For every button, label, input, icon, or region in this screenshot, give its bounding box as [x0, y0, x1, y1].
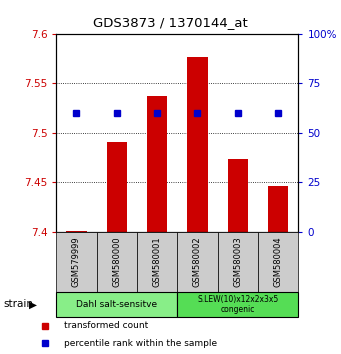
Text: Dahl salt-sensitve: Dahl salt-sensitve — [76, 300, 157, 309]
Bar — [258, 232, 298, 292]
Text: GSM580002: GSM580002 — [193, 236, 202, 287]
Bar — [188, 57, 208, 232]
Text: GSM579999: GSM579999 — [72, 236, 81, 287]
Text: GSM580003: GSM580003 — [233, 236, 242, 287]
Text: GSM580004: GSM580004 — [274, 236, 283, 287]
Bar — [107, 142, 127, 232]
Text: percentile rank within the sample: percentile rank within the sample — [64, 339, 217, 348]
Text: GSM580000: GSM580000 — [112, 236, 121, 287]
Bar — [137, 232, 177, 292]
Bar — [97, 232, 137, 292]
Bar — [56, 232, 97, 292]
Text: ▶: ▶ — [29, 299, 37, 309]
Text: GDS3873 / 1370144_at: GDS3873 / 1370144_at — [93, 16, 248, 29]
Bar — [177, 292, 298, 317]
Text: GSM580001: GSM580001 — [153, 236, 162, 287]
Bar — [228, 159, 248, 232]
Bar — [56, 292, 177, 317]
Text: strain: strain — [3, 299, 33, 309]
Text: S.LEW(10)x12x2x3x5
congenic: S.LEW(10)x12x2x3x5 congenic — [197, 295, 279, 314]
Bar — [66, 231, 87, 232]
Bar — [147, 96, 167, 232]
Bar — [177, 232, 218, 292]
Bar — [268, 186, 288, 232]
Text: transformed count: transformed count — [64, 321, 148, 330]
Bar — [218, 232, 258, 292]
